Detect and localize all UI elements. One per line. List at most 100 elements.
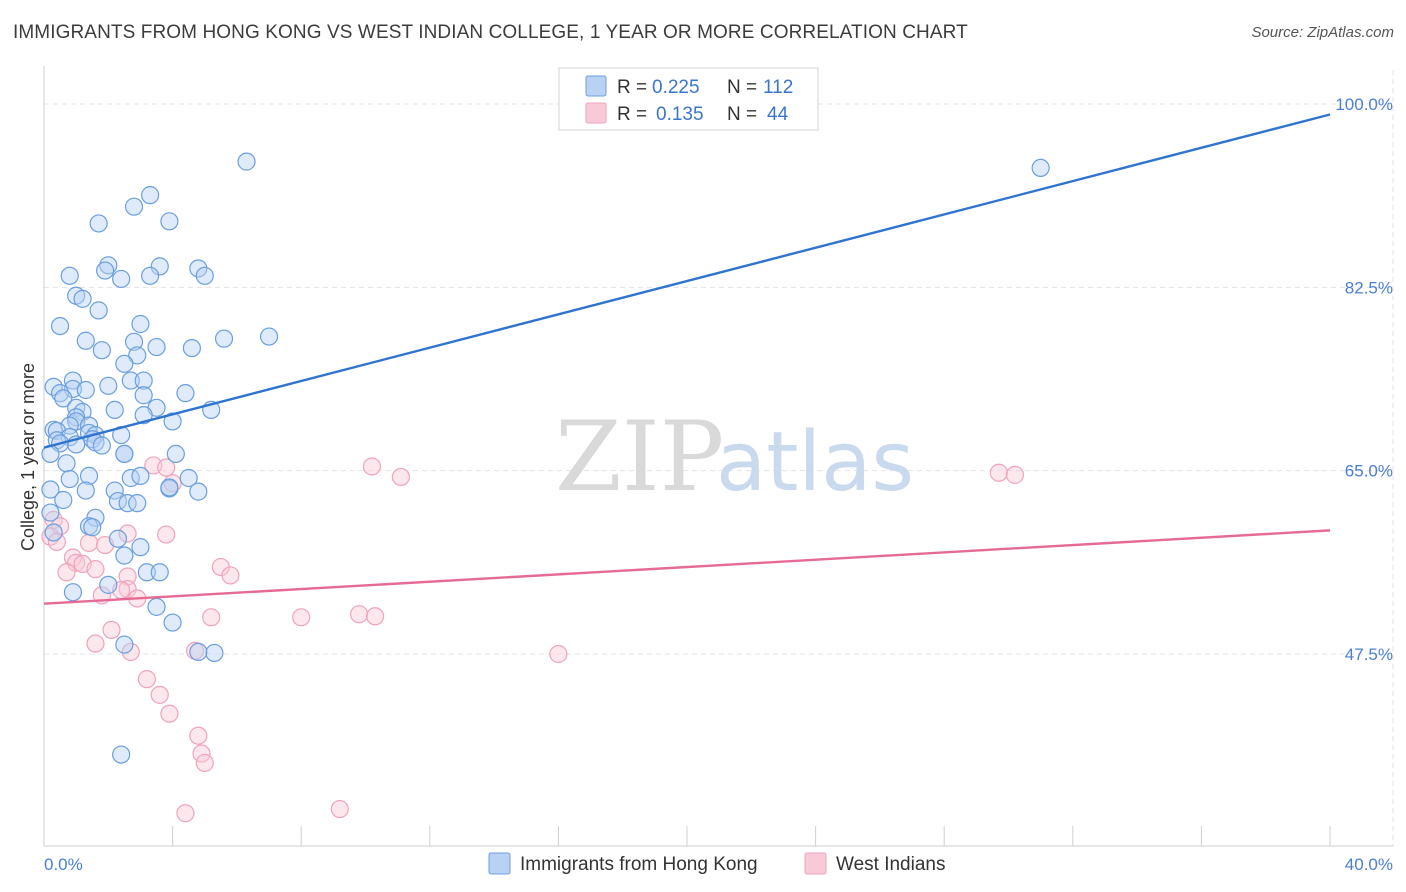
point-hong-kong bbox=[50, 316, 70, 336]
point-west-indians bbox=[362, 457, 382, 476]
point-hong-kong bbox=[195, 266, 214, 285]
point-west-indians bbox=[176, 804, 195, 823]
point-hong-kong bbox=[140, 186, 160, 205]
point-hong-kong bbox=[134, 406, 153, 425]
point-hong-kong bbox=[115, 635, 134, 654]
point-hong-kong bbox=[76, 380, 95, 400]
point-west-indians bbox=[157, 458, 176, 477]
point-hong-kong bbox=[150, 257, 169, 276]
point-west-indians bbox=[202, 608, 221, 627]
point-west-indians bbox=[67, 553, 86, 572]
point-hong-kong bbox=[160, 478, 179, 497]
point-hong-kong bbox=[147, 337, 166, 357]
point-hong-kong bbox=[54, 490, 73, 510]
point-hong-kong bbox=[189, 642, 208, 662]
point-hong-kong bbox=[179, 468, 198, 488]
point-hong-kong bbox=[259, 327, 279, 346]
point-hong-kong bbox=[76, 481, 95, 500]
legend-n-label-pink: N = bbox=[727, 104, 757, 125]
bottom-legend-label-blue: Immigrants from Hong Kong bbox=[520, 854, 758, 875]
point-hong-kong bbox=[131, 538, 150, 557]
point-hong-kong bbox=[189, 259, 208, 278]
point-hong-kong bbox=[150, 563, 169, 582]
point-hong-kong bbox=[57, 454, 76, 473]
point-west-indians bbox=[195, 753, 214, 773]
source-credit: Source: ZipAtlas.com bbox=[1251, 24, 1394, 41]
point-hong-kong bbox=[205, 643, 224, 663]
point-hong-kong bbox=[137, 563, 156, 582]
point-hong-kong bbox=[134, 371, 153, 390]
point-hong-kong bbox=[134, 386, 153, 405]
point-hong-kong bbox=[99, 256, 118, 275]
point-hong-kong bbox=[79, 416, 99, 435]
point-hong-kong bbox=[166, 444, 185, 464]
point-hong-kong bbox=[124, 332, 144, 351]
bottom-legend-swatch-blue bbox=[488, 852, 511, 875]
point-hong-kong bbox=[41, 503, 60, 522]
y-tick-label: 82.5% bbox=[1345, 278, 1393, 297]
point-hong-kong bbox=[189, 482, 208, 501]
point-hong-kong bbox=[99, 376, 118, 395]
bottom-legend-label-pink: West Indians bbox=[836, 854, 945, 875]
point-hong-kong bbox=[54, 389, 73, 408]
point-hong-kong bbox=[115, 546, 134, 565]
y-tick-label: 47.5% bbox=[1345, 645, 1393, 664]
point-hong-kong bbox=[121, 371, 140, 390]
x-tick-label: 40.0% bbox=[1345, 855, 1393, 874]
point-hong-kong bbox=[92, 436, 111, 455]
series-west-indians bbox=[41, 456, 1025, 823]
point-hong-kong bbox=[115, 354, 134, 373]
legend-r-label-blue: R = bbox=[617, 77, 647, 98]
trend-line-hong-kong bbox=[43, 113, 1331, 449]
point-west-indians bbox=[221, 566, 240, 585]
point-hong-kong bbox=[131, 314, 150, 334]
point-hong-kong bbox=[147, 597, 166, 616]
point-hong-kong bbox=[63, 583, 83, 602]
bottom-legend-swatch-pink bbox=[804, 852, 827, 875]
trend-lines bbox=[43, 113, 1331, 605]
legend: R = 0.225 N = 112 R = 0.135 N = 44 bbox=[558, 67, 819, 131]
point-hong-kong bbox=[95, 261, 115, 280]
point-west-indians bbox=[121, 642, 140, 662]
point-hong-kong bbox=[124, 197, 144, 216]
point-hong-kong bbox=[99, 575, 118, 594]
point-west-indians bbox=[189, 726, 208, 745]
point-hong-kong bbox=[1031, 158, 1050, 178]
bottom-legend: Immigrants from Hong Kong West Indians bbox=[488, 852, 945, 875]
axes bbox=[43, 66, 1393, 847]
point-hong-kong bbox=[79, 466, 99, 486]
point-west-indians bbox=[391, 467, 410, 487]
legend-r-value-pink: 0.135 bbox=[656, 104, 704, 125]
point-west-indians bbox=[118, 579, 137, 599]
point-hong-kong bbox=[41, 480, 60, 499]
point-west-indians bbox=[366, 607, 385, 626]
point-hong-kong bbox=[131, 466, 150, 486]
point-west-indians bbox=[349, 605, 369, 624]
legend-n-label-blue: N = bbox=[727, 77, 757, 98]
legend-r-value-blue: 0.225 bbox=[652, 77, 700, 98]
gridlines bbox=[44, 70, 1394, 846]
point-hong-kong bbox=[128, 346, 147, 365]
point-hong-kong bbox=[44, 523, 63, 542]
point-hong-kong bbox=[105, 481, 124, 500]
legend-n-value-blue: 112 bbox=[763, 77, 793, 98]
watermark-atlas: atlas bbox=[716, 415, 914, 510]
point-hong-kong bbox=[73, 289, 92, 308]
point-hong-kong bbox=[60, 266, 79, 285]
point-hong-kong bbox=[118, 494, 137, 513]
point-hong-kong bbox=[176, 384, 195, 403]
watermark: ZIP atlas bbox=[555, 401, 914, 513]
point-west-indians bbox=[157, 525, 176, 544]
point-hong-kong bbox=[105, 400, 124, 420]
point-hong-kong bbox=[160, 212, 179, 231]
series-hong-kong bbox=[41, 152, 1050, 764]
point-hong-kong bbox=[89, 301, 108, 320]
point-west-indians bbox=[549, 644, 568, 664]
point-west-indians bbox=[989, 463, 1008, 482]
legend-swatch-pink bbox=[585, 102, 607, 124]
point-hong-kong bbox=[214, 329, 234, 348]
point-west-indians bbox=[150, 685, 169, 704]
point-west-indians bbox=[160, 704, 179, 723]
point-hong-kong bbox=[112, 745, 131, 764]
point-hong-kong bbox=[163, 412, 182, 431]
